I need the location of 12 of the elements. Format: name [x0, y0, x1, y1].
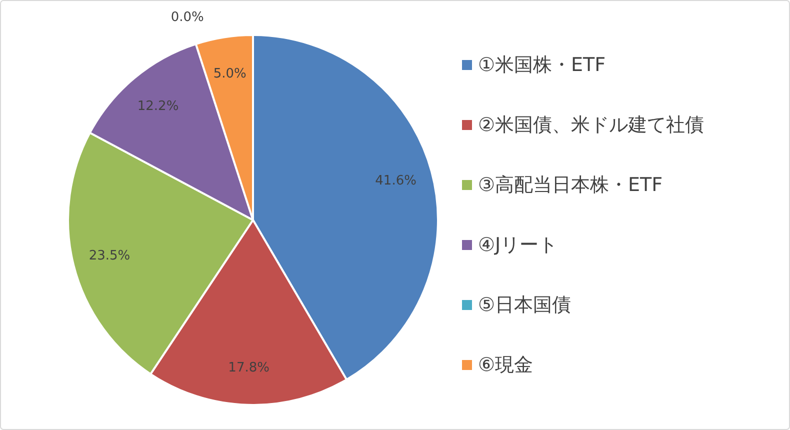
legend-label: ②米国債、米ドル建て社債	[478, 114, 704, 136]
data-label: 17.8%	[228, 360, 270, 376]
legend-label: ⑥現金	[478, 354, 534, 376]
legend-label: ③高配当日本株・ETF	[478, 174, 663, 196]
data-label: 41.6%	[375, 174, 416, 189]
legend-label: ①米国株・ETF	[478, 54, 606, 76]
data-label: 5.0%	[213, 66, 246, 82]
legend-label: ④Jリート	[478, 234, 558, 256]
legend-label: ⑤日本国債	[478, 294, 572, 316]
text: 0.0%	[170, 10, 204, 26]
data-label: 23.5%	[88, 248, 130, 264]
data-label: 12.2%	[137, 98, 179, 114]
